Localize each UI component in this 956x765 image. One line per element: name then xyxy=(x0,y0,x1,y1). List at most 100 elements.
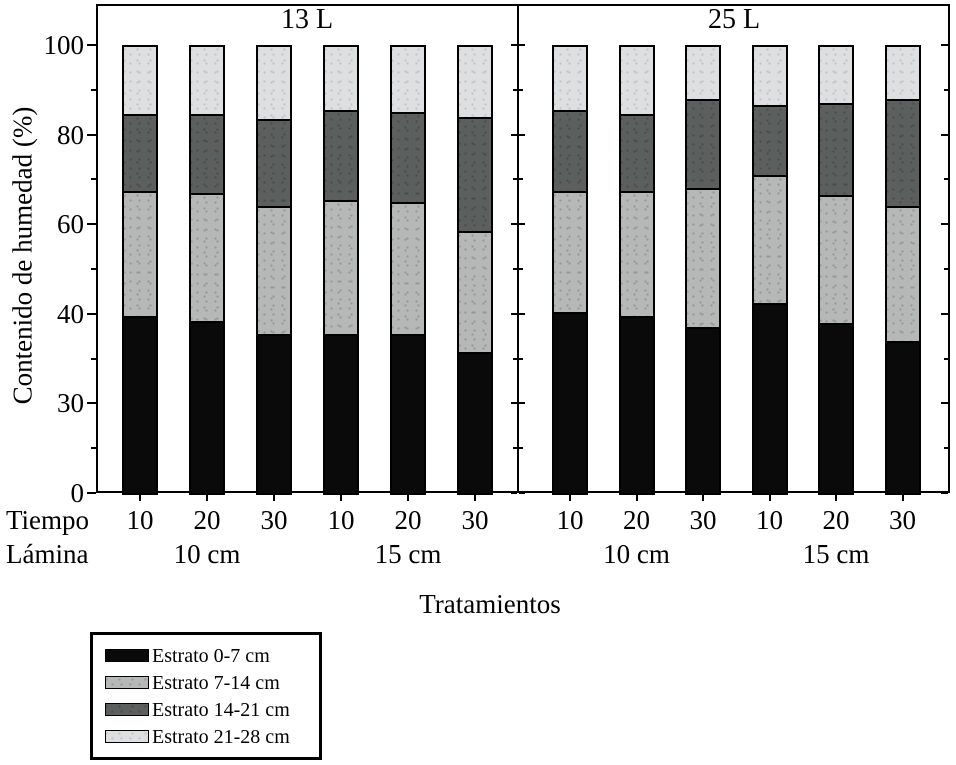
divider-tick xyxy=(511,492,517,494)
bar-segment xyxy=(884,45,921,101)
divider-tick xyxy=(511,44,517,46)
x-tick xyxy=(768,493,771,501)
bar-segment xyxy=(751,105,788,177)
y-minor-tick-right xyxy=(944,88,948,91)
tiempo-tick-label: 10 xyxy=(756,505,783,535)
bar-segment xyxy=(122,190,158,319)
y-major-tick xyxy=(87,312,96,315)
tiempo-tick-label: 30 xyxy=(689,505,717,535)
y-tick-label: 100 xyxy=(43,30,85,60)
bar-segment xyxy=(256,206,292,336)
lamina-group-label: 10 cm xyxy=(173,539,241,569)
bar-segment xyxy=(189,192,225,323)
legend-item: Estrato 14-21 cm xyxy=(105,698,319,721)
x-tick xyxy=(901,493,904,501)
legend-swatch-estrato-7-14 xyxy=(105,676,149,689)
panel-title: 25 L xyxy=(707,4,761,35)
lamina-group-label: 15 cm xyxy=(374,539,442,569)
legend-label: Estrato 0-7 cm xyxy=(152,644,270,667)
divider-minor-tick xyxy=(519,447,523,450)
divider-minor-tick xyxy=(519,357,523,360)
x-tick xyxy=(474,493,476,501)
bar-segment xyxy=(256,118,292,209)
x-tick xyxy=(206,493,208,501)
y-tick-label: 60 xyxy=(57,209,84,240)
legend-swatch-estrato-14-21 xyxy=(105,703,149,716)
bar-segment xyxy=(552,311,588,495)
legend-label: Estrato 21-28 cm xyxy=(152,725,290,748)
divider-tick xyxy=(519,44,525,46)
bar-segment xyxy=(685,327,721,495)
bar-segment xyxy=(685,45,721,101)
y-major-tick xyxy=(87,492,96,494)
tiempo-tick-label: 10 xyxy=(327,505,355,535)
bar-segment xyxy=(323,199,359,336)
legend-item: Estrato 21-28 cm xyxy=(105,725,319,748)
y-major-tick-right xyxy=(941,312,948,315)
divider-minor-tick xyxy=(513,178,517,181)
bar-segment xyxy=(751,45,788,108)
bar-segment xyxy=(618,190,655,319)
bar-segment xyxy=(818,103,854,198)
bar-segment xyxy=(884,340,921,495)
tiempo-tick-label: 10 xyxy=(126,505,154,535)
tiempo-tick-label: 20 xyxy=(394,505,422,535)
bar-segment xyxy=(818,45,854,106)
panel-title: 13 L xyxy=(280,4,334,35)
bar-segment xyxy=(618,316,655,495)
bar-segment xyxy=(390,201,426,336)
y-minor-tick xyxy=(91,447,96,450)
y-minor-tick xyxy=(91,178,96,181)
tiempo-tick-label: 20 xyxy=(623,505,650,535)
divider-tick xyxy=(519,402,525,405)
tiempo-tick-label: 20 xyxy=(193,505,221,535)
y-minor-tick xyxy=(91,88,96,91)
divider-minor-tick xyxy=(513,268,517,270)
bar-segment xyxy=(552,190,588,314)
bar-segment xyxy=(457,230,493,354)
bar-segment xyxy=(884,98,921,209)
tiempo-tick-label: 10 xyxy=(556,505,584,535)
y-minor-tick-right xyxy=(944,447,948,450)
bar-segment xyxy=(390,45,426,115)
y-minor-tick-right xyxy=(944,178,948,181)
y-tick-label: 40 xyxy=(57,298,84,329)
bar-segment xyxy=(618,114,655,193)
y-major-tick xyxy=(87,44,96,46)
tiempo-row-label: Tiempo xyxy=(6,505,90,535)
y-tick-label: 80 xyxy=(57,119,84,150)
bar-segment xyxy=(122,114,158,193)
bar-segment xyxy=(818,195,854,325)
y-minor-tick-right xyxy=(944,268,948,270)
legend-label: Estrato 7-14 cm xyxy=(152,671,280,694)
bar-segment xyxy=(457,351,493,495)
lamina-group-label: 15 cm xyxy=(802,539,870,569)
bar-segment xyxy=(390,333,426,495)
lamina-row-label: Lámina xyxy=(6,539,89,569)
legend-box: Estrato 0-7 cm Estrato 7-14 cm Estrato 1… xyxy=(90,632,322,760)
panel-divider xyxy=(517,6,519,491)
y-major-tick-right xyxy=(941,223,948,226)
x-tick xyxy=(835,493,837,501)
lamina-group-label: 10 cm xyxy=(603,539,670,569)
x-axis-title: Tratamientos xyxy=(419,589,561,619)
divider-tick xyxy=(511,312,517,315)
bar-segment xyxy=(457,116,493,233)
tiempo-tick-label: 20 xyxy=(822,505,850,535)
bar-segment xyxy=(552,109,588,193)
divider-minor-tick xyxy=(519,88,523,91)
legend-swatch-estrato-0-7 xyxy=(105,649,149,662)
y-major-tick-right xyxy=(941,492,948,494)
divider-minor-tick xyxy=(519,268,523,270)
bar-segment xyxy=(189,45,225,117)
x-tick xyxy=(139,493,141,501)
divider-tick xyxy=(511,402,517,405)
bar-segment xyxy=(323,333,359,495)
y-major-tick xyxy=(87,223,96,226)
bar-segment xyxy=(323,45,359,112)
x-tick xyxy=(635,493,638,501)
tiempo-tick-label: 30 xyxy=(889,505,916,535)
legend-swatch-estrato-21-28 xyxy=(105,730,149,743)
bar-segment xyxy=(618,45,655,117)
